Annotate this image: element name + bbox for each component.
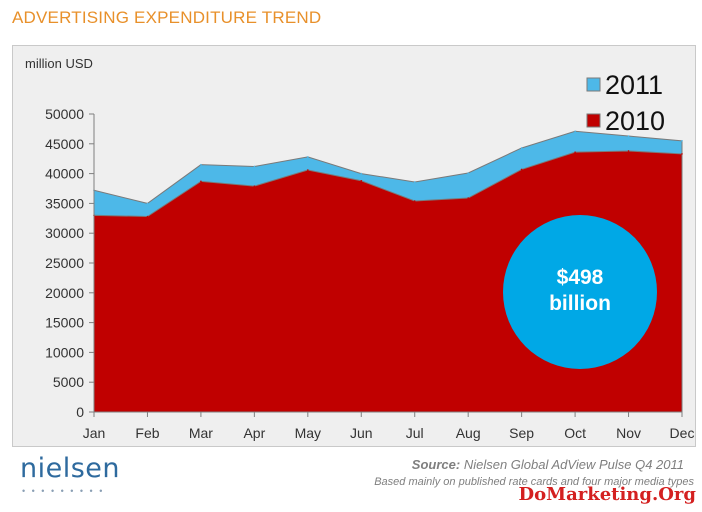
x-tick-label: May [295, 425, 321, 441]
point-2010-Aug [467, 197, 469, 199]
x-tick-label: Feb [135, 425, 159, 441]
point-2011-Jun [360, 172, 363, 175]
point-2010-Dec [681, 153, 683, 155]
point-2011-Apr [253, 165, 256, 168]
total-spend-bubble [503, 215, 657, 369]
watermark: DoMarketing.Org [518, 484, 696, 505]
x-tick-label: Mar [189, 425, 213, 441]
bubble-amount: $498 [557, 266, 604, 289]
source-text: Nielsen Global AdView Pulse Q4 2011 [463, 457, 684, 472]
point-2010-Apr [253, 185, 256, 187]
x-tick-label: Jan [83, 425, 106, 441]
y-axis-label: million USD [25, 56, 93, 71]
y-tick-label: 5000 [53, 374, 84, 390]
source-line: Source: Nielsen Global AdView Pulse Q4 2… [412, 457, 684, 472]
bubble-unit: billion [549, 292, 611, 315]
x-tick-label: Dec [670, 425, 695, 441]
source-label: Source: [411, 457, 461, 472]
x-tick-label: Sep [509, 425, 534, 441]
chart-panel: million USD 0 5000 10000 15000 20000 25000 3000… [12, 45, 696, 447]
point-2011-May [307, 156, 309, 158]
legend-swatch-2010 [586, 113, 601, 128]
y-tick-label: 40000 [45, 166, 84, 182]
x-tick-label: Apr [243, 425, 265, 441]
y-tick-label: 25000 [45, 255, 84, 271]
point-2011-Mar [200, 163, 202, 166]
point-2010-Jun [360, 179, 363, 182]
legend-swatch-2011 [586, 77, 601, 92]
point-2011-Feb [146, 202, 149, 205]
y-tick-label: 15000 [45, 315, 84, 331]
point-2010-Sep [520, 168, 523, 171]
chart-title: ADVERTISING EXPENDITURE TREND [12, 8, 322, 27]
y-tick-label: 35000 [45, 195, 84, 211]
y-tick-label: 20000 [45, 285, 84, 301]
y-tick-label: 0 [76, 404, 84, 420]
point-2010-Nov [627, 150, 630, 152]
point-2011-Aug [467, 172, 469, 174]
point-2011-Sep [520, 147, 523, 149]
point-2011-Jul [413, 181, 416, 183]
y-tick-label: 50000 [45, 106, 84, 122]
point-2010-Jul [413, 200, 416, 202]
legend-label-2011: 2011 [605, 70, 663, 100]
logo-dots: • • • • • • • • • [22, 486, 105, 496]
x-tick-label: Oct [564, 425, 586, 441]
point-2011-Dec [681, 140, 683, 142]
point-2010-Oct [574, 151, 576, 153]
x-tick-label: Jun [350, 425, 373, 441]
point-2011-Nov [627, 135, 630, 137]
point-2011-Oct [574, 130, 576, 133]
y-tick-label: 10000 [45, 344, 84, 360]
x-tick-label: Jul [406, 425, 424, 441]
x-tick-label: Nov [616, 425, 641, 441]
area-chart: million USD 0 5000 10000 15000 20000 25000 3000… [25, 56, 695, 441]
y-tick-label: 30000 [45, 225, 84, 241]
nielsen-logo: nielsen [20, 453, 121, 484]
y-tick-label: 45000 [45, 136, 84, 152]
point-2010-May [307, 169, 309, 171]
x-tick-label: Aug [456, 425, 481, 441]
point-2010-Mar [200, 180, 202, 183]
legend-label-2010: 2010 [605, 106, 665, 136]
point-2010-Feb [146, 215, 149, 218]
source-note: Based mainly on published rate cards and… [374, 476, 694, 488]
